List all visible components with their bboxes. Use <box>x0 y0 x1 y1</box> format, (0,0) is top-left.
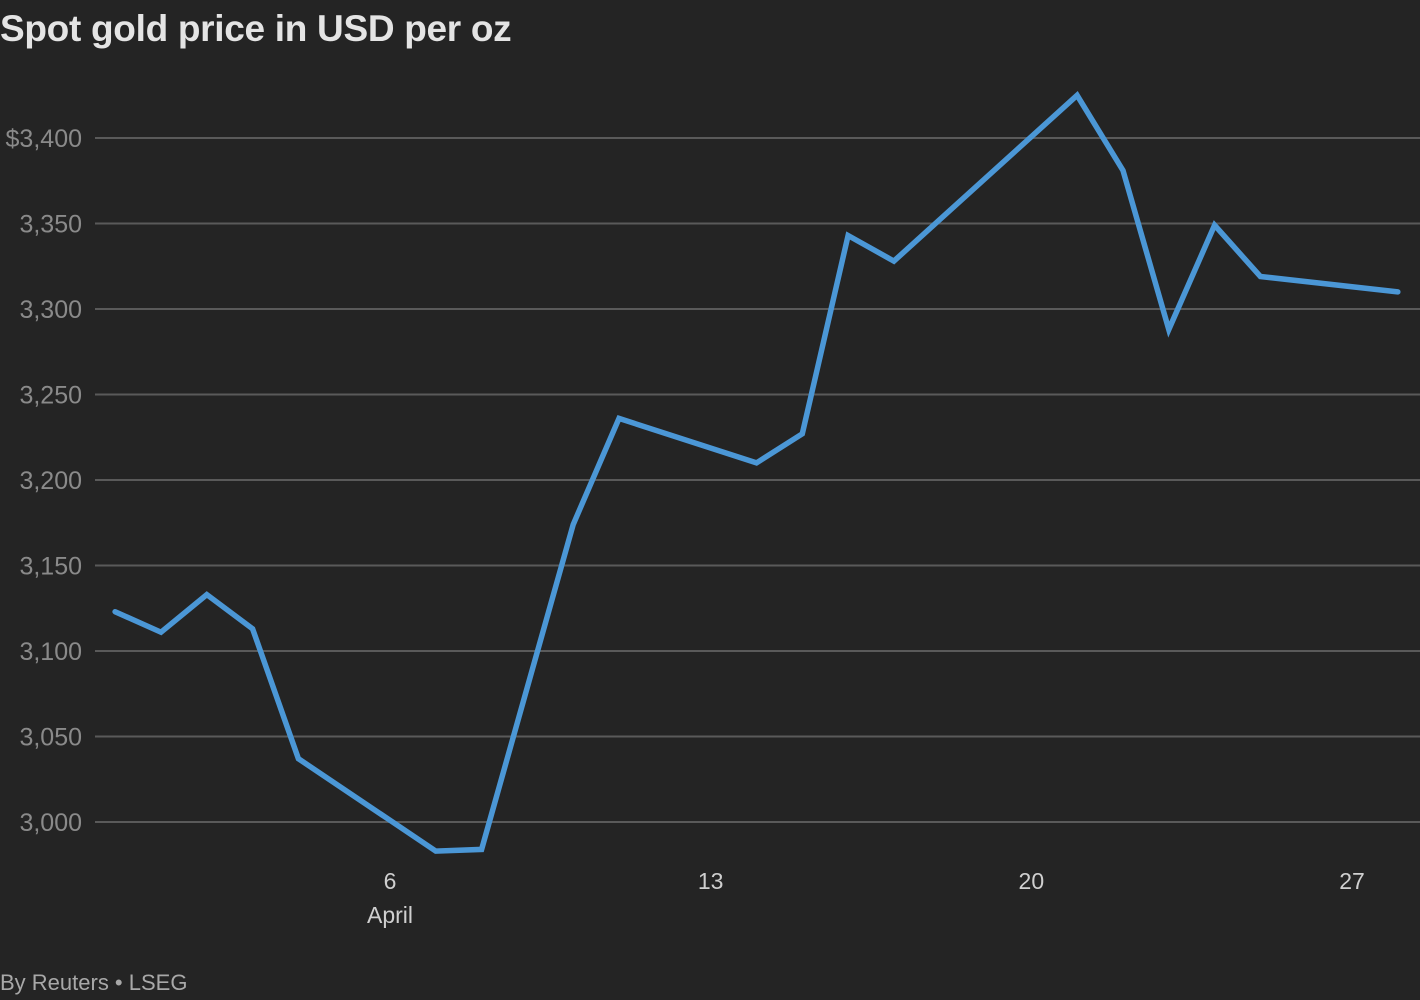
gridlines <box>95 137 1420 823</box>
chart-title: Spot gold price in USD per oz <box>0 8 512 49</box>
y-tick-label: 3,100 <box>19 638 82 666</box>
source-credit: By Reuters • LSEG <box>0 970 188 995</box>
price-line <box>112 91 1401 854</box>
y-axis-labels: $3,400 3,350 3,300 3,250 3,200 3,150 3,100 3,05… <box>6 125 82 837</box>
y-tick-label: 3,200 <box>19 467 82 495</box>
x-tick-label: 6 <box>384 868 397 894</box>
y-tick-label: 3,250 <box>19 382 82 410</box>
x-month-label: April <box>367 902 413 928</box>
x-tick-label: 13 <box>698 868 724 894</box>
x-tick-label: 20 <box>1019 868 1045 894</box>
y-tick-label: $3,400 <box>6 125 82 153</box>
y-tick-label: 3,350 <box>19 211 82 239</box>
y-tick-label: 3,050 <box>19 724 82 752</box>
y-tick-label: 3,000 <box>19 809 82 837</box>
x-axis-labels: 6 April 13 20 27 <box>367 868 1365 928</box>
x-tick-label: 27 <box>1339 868 1365 894</box>
y-tick-label: 3,300 <box>19 296 82 324</box>
y-tick-label: 3,150 <box>19 553 82 581</box>
